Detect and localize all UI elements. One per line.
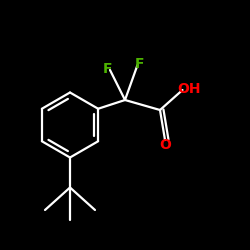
- Text: F: F: [135, 57, 145, 71]
- Text: OH: OH: [177, 82, 201, 96]
- Text: F: F: [103, 62, 112, 76]
- Text: O: O: [159, 138, 171, 152]
